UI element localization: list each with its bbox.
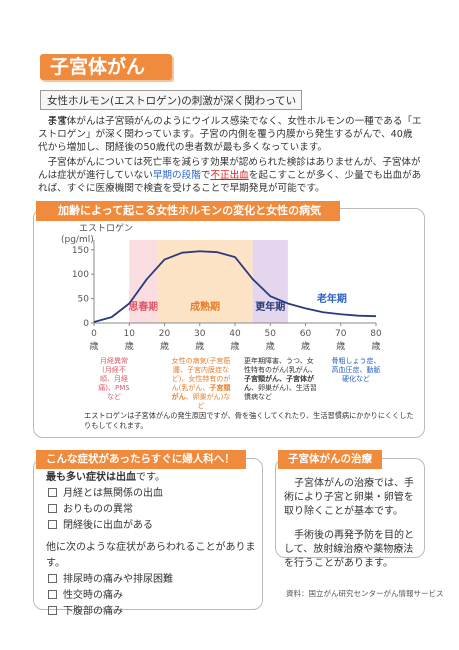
phase-label: 思春期 — [128, 300, 158, 313]
source: 資料：国立がん研究センターがん情報サービス — [286, 589, 444, 598]
note: 女性の病気(子宮筋腫、子宮内膜症など)、女性特有のがん(乳がん、子宮頸がん、卵巣… — [170, 357, 232, 411]
text: 骨粗しょう症、高血圧症、動脈硬化など — [331, 357, 381, 383]
treatment-title: 子宮体がんの治療 — [278, 450, 382, 469]
note: 骨粗しょう症、高血圧症、動脈硬化など — [330, 357, 382, 384]
paragraph: 子宮体がんの治療では、手術により子宮と卵巣・卵管を取り除くことが基本です。 — [284, 478, 414, 517]
text: 月経異常(月経不順、月経痛)、PMSなど — [98, 357, 130, 401]
chart: エストロゲン (pg/ml) 思春期 成熟期 更年期老年期0501001500歳10… — [61, 222, 382, 352]
x-tick-label: 20 — [159, 329, 171, 339]
phase-band — [252, 240, 288, 323]
text: を起こすことが多く、少量でも出血があれば、すぐに医療機関で検査を受けることで早期… — [38, 170, 422, 194]
item: 性交時の痛み — [46, 588, 258, 604]
symptoms: 最も多い症状は出血です。 月経とは無関係の出血 おりものの異常 閉経後に出血があ… — [46, 470, 258, 620]
text: 子宮体がんは子宮頸がんのようにウイルス感染でなく、女性ホルモンの一種である「エス… — [38, 116, 422, 153]
note: 更年期障害、うつ、女性特有のがん(乳がん、子宮頸がん、子宮体がん、卵巣がん)、生… — [244, 357, 318, 402]
subtitle: 女性ホルモン(エストロゲン)の刺激が深く関わっています — [40, 90, 302, 127]
footnote: エストロゲンは子宮体がんの発生原因ですが、骨を強くしてくれたり、生活習慣病にかか… — [84, 411, 414, 430]
other: 他に次のような症状があらわれることがあります。 — [46, 542, 256, 569]
x-tick-label: 30 — [194, 329, 206, 339]
y-tick-label: 50 — [78, 295, 90, 305]
x-unit: 歳 — [301, 340, 310, 352]
x-tick-label: 0 — [91, 329, 97, 339]
text: 子宮頸がん、子宮体がん — [244, 375, 314, 392]
phase-label: 成熟期 — [190, 300, 220, 313]
x-tick-label: 80 — [370, 329, 382, 339]
phase-band — [129, 240, 158, 323]
title: 子宮体がん — [40, 54, 172, 80]
text: 更年期障害、うつ、女性特有のがん(乳がん、 — [244, 357, 317, 374]
highlight: 不正出血 — [210, 170, 249, 181]
x-unit: 歳 — [160, 340, 169, 352]
chart-title: 加齢によって起こる女性ホルモンの変化と女性の病気 — [36, 201, 340, 221]
x-tick-label: 40 — [229, 329, 241, 339]
x-tick-label: 60 — [300, 329, 312, 339]
line — [93, 250, 377, 323]
y-label: エストロゲン — [79, 222, 133, 234]
x-tick-label: 70 — [335, 329, 347, 339]
x-unit: 歳 — [266, 340, 275, 352]
paragraph: 子宮体がんは子宮頸がんのようにウイルス感染でなく、女性ホルモンの一種である「エス… — [38, 115, 422, 154]
treatment: 子宮体がんの治療では、手術により子宮と卵巣・卵管を取り除くことが基本です。 手術… — [284, 477, 418, 571]
x-tick-label: 50 — [265, 329, 277, 339]
text: 、卵巣がん)、生活習慣病など — [244, 384, 317, 401]
x-unit: 歳 — [125, 340, 134, 352]
text: です。 — [136, 472, 165, 483]
y-unit: (pg/ml) — [61, 235, 94, 245]
x-unit: 歳 — [336, 340, 345, 352]
text: 子宮体がんについては死亡率を減らす効果が認められた検診はありませんが、子宮体がん… — [38, 157, 421, 181]
text: 女性の病気(子宮筋腫、子宮内膜症など)、女性特有のがん(乳がん、 — [171, 357, 231, 392]
x-unit: 歳 — [89, 340, 98, 352]
phase-label: 更年期 — [255, 300, 285, 313]
x-unit: 歳 — [195, 340, 204, 352]
y-tick-label: 100 — [72, 270, 89, 280]
y-tick-label: 0 — [83, 319, 89, 329]
item: 月経とは無関係の出血 — [46, 486, 258, 502]
highlight: 早期の段階 — [152, 170, 201, 181]
lead: 最も多い症状は出血です。 — [46, 470, 258, 486]
text: で — [200, 170, 211, 181]
x-unit: 歳 — [230, 340, 239, 352]
note: 月経異常(月経不順、月経痛)、PMSなど — [96, 357, 132, 402]
x-tick-label: 10 — [124, 329, 136, 339]
item: おりものの異常 — [46, 502, 258, 518]
phase-band — [157, 240, 253, 323]
text: 最も多い症状は出血 — [46, 472, 136, 483]
paragraph: 子宮体がんについては死亡率を減らす効果が認められた検診はありませんが、子宮体がん… — [38, 156, 422, 195]
text: 、卵巣がん)など — [185, 393, 231, 410]
paragraph: 手術後の再発予防を目的として、放射線治療や薬物療法を行うことがあります。 — [284, 530, 414, 569]
item: 排尿時の痛みや排尿困難 — [46, 572, 258, 588]
phase-label: 老年期 — [316, 292, 347, 305]
item: 下腹部の痛み — [46, 604, 258, 620]
x-unit: 歳 — [371, 340, 380, 352]
text: 子宮頸がん — [171, 384, 231, 401]
y-tick-label: 150 — [72, 246, 89, 256]
symptoms-title: こんな症状があったらすぐに婦人科へ！ — [36, 450, 246, 469]
item: 閉経後に出血がある — [46, 518, 258, 534]
